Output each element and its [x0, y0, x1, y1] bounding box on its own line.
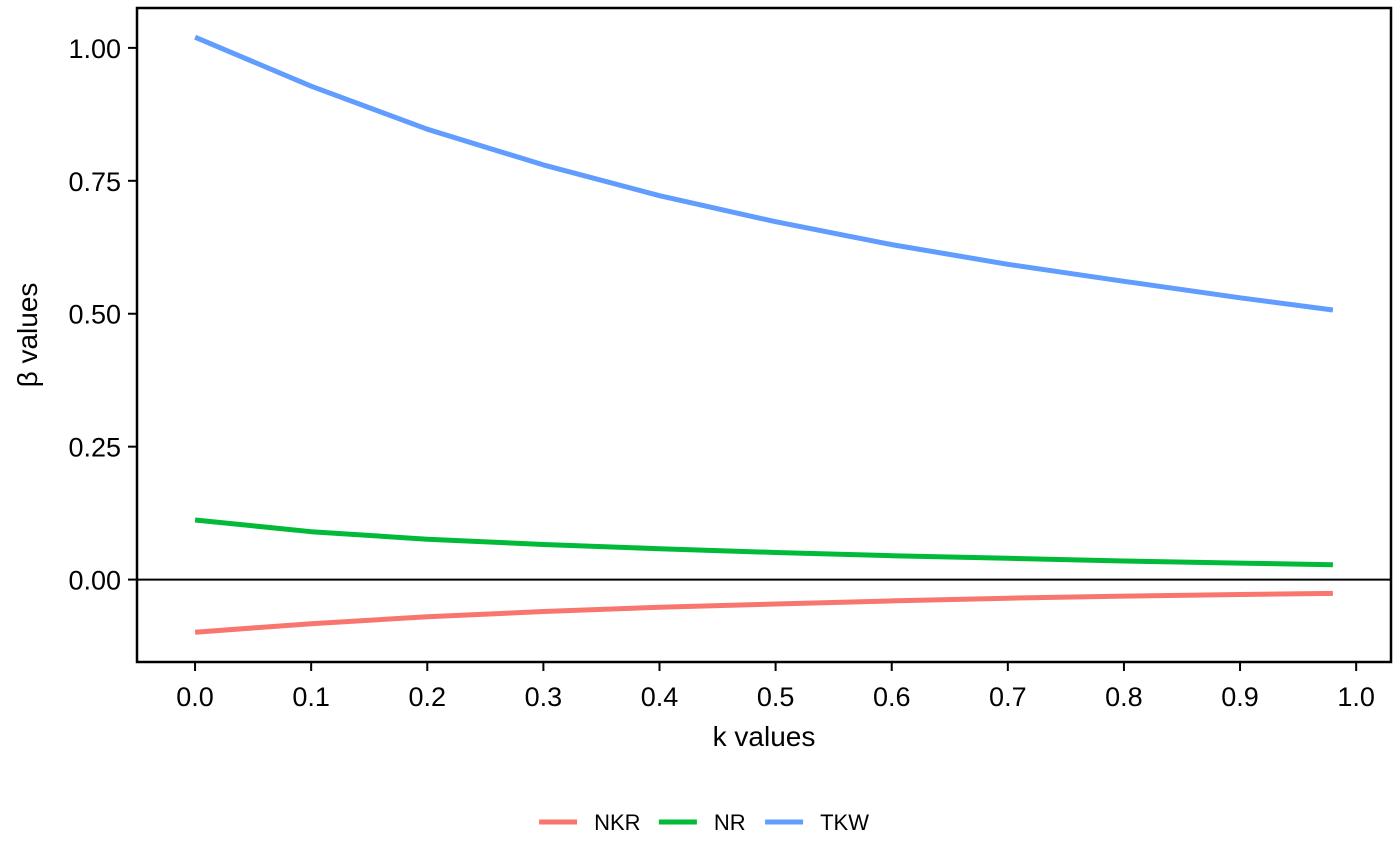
x-tick-label: 0.8	[1105, 682, 1143, 712]
x-tick-label: 0.3	[525, 682, 563, 712]
y-tick-label: 0.00	[68, 566, 121, 596]
plot-panel-border	[135, 6, 1393, 664]
x-tick-label: 0.2	[409, 682, 447, 712]
series-line-nr	[194, 517, 1333, 568]
x-axis: 0.0 0.1 0.2 0.3 0.4 0.5 0.6 0.7 0.8 0.9 1.0	[176, 662, 1375, 712]
y-tick-label: 1.00	[68, 34, 121, 64]
series-line-nkr	[194, 590, 1333, 635]
y-tick-label: 0.50	[68, 300, 121, 330]
x-tick-label: 1.0	[1337, 682, 1375, 712]
legend-label-tkw: TKW	[820, 810, 869, 835]
x-tick-label: 0.6	[873, 682, 911, 712]
y-axis-title: β values	[12, 283, 43, 388]
x-tick-label: 0.1	[292, 682, 330, 712]
legend: NKR NR TKW	[539, 810, 869, 835]
y-axis: 0.00 0.25 0.50 0.75 1.00	[68, 34, 137, 596]
y-tick-label: 0.75	[68, 167, 121, 197]
x-tick-label: 0.4	[641, 682, 679, 712]
x-tick-label: 0.5	[757, 682, 795, 712]
legend-label-nr: NR	[714, 810, 746, 835]
legend-label-nkr: NKR	[594, 810, 640, 835]
x-tick-label: 0.0	[176, 682, 214, 712]
y-tick-label: 0.25	[68, 433, 121, 463]
x-tick-label: 0.9	[1221, 682, 1259, 712]
x-tick-label: 0.7	[989, 682, 1027, 712]
series-line-tkw	[194, 34, 1334, 313]
x-axis-title: k values	[713, 721, 816, 752]
series-layer	[194, 34, 1334, 635]
